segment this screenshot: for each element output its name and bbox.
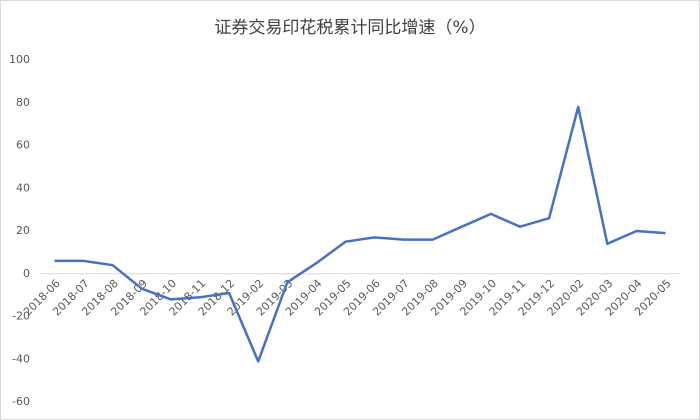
y-tick-label: -20 xyxy=(12,310,30,323)
y-tick-label: 60 xyxy=(16,139,30,152)
y-tick-label: 0 xyxy=(23,267,30,280)
y-tick-label: -60 xyxy=(12,395,30,408)
chart-title: 证券交易印花税累计同比增速（%） xyxy=(214,18,485,38)
y-tick-label: 20 xyxy=(16,224,30,237)
y-tick-label: 40 xyxy=(16,181,30,194)
y-tick-label: -40 xyxy=(12,352,30,365)
y-tick-label: 100 xyxy=(9,53,30,66)
data-line xyxy=(54,105,666,363)
y-tick-label: 80 xyxy=(16,96,30,109)
